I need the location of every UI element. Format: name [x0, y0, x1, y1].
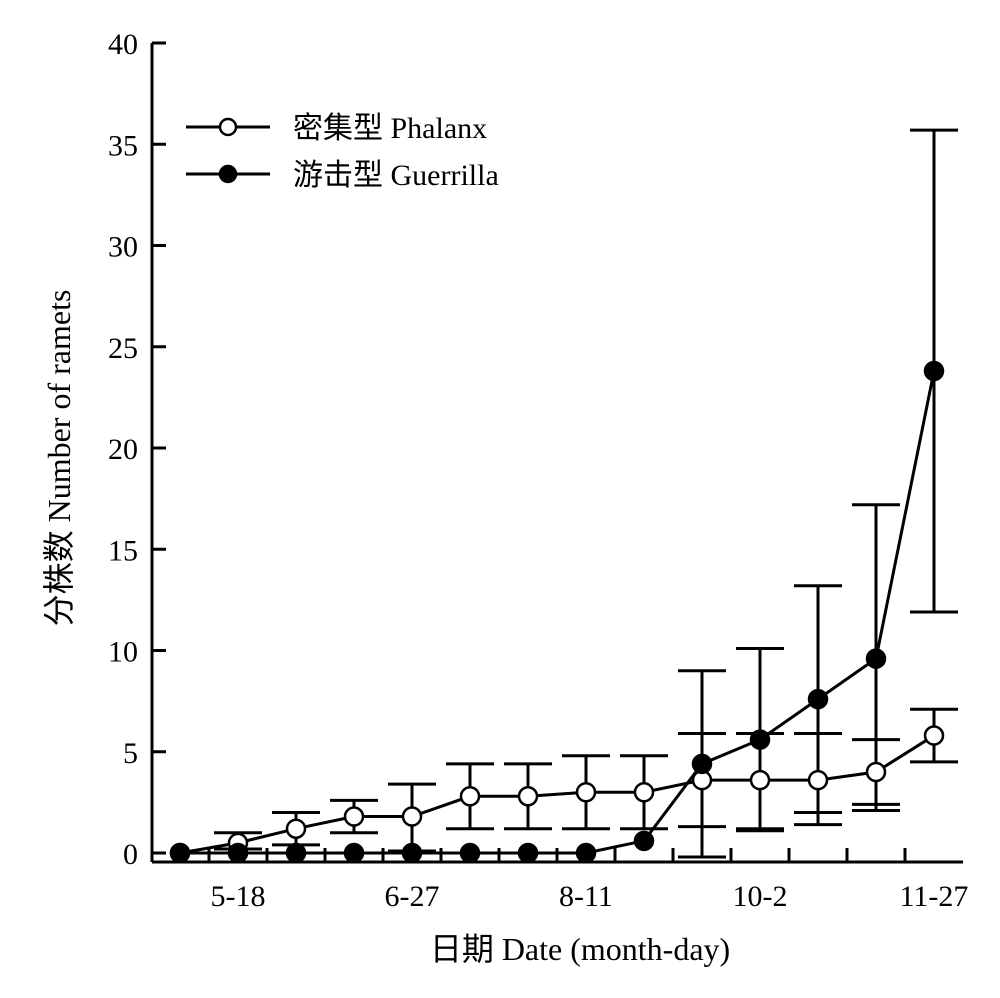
x-tick-label: 10-2 [733, 880, 788, 913]
data-point [343, 842, 365, 864]
x-tick-label: 11-27 [900, 880, 969, 913]
data-point [923, 725, 945, 746]
data-point [575, 842, 597, 864]
x-axis-title: 日期 Date (month-day) [430, 931, 730, 967]
data-point [691, 753, 713, 775]
y-tick-label: 35 [108, 129, 138, 162]
data-point [227, 842, 249, 864]
data-point [459, 842, 481, 864]
legend-label: 密集型 Phalanx [293, 112, 487, 145]
data-point [575, 782, 597, 803]
y-axis-title: 分株数 Number of ramets [41, 290, 77, 627]
y-tick-label: 15 [108, 534, 138, 567]
x-tick-label: 5-18 [211, 880, 266, 913]
y-tick-label: 20 [108, 433, 138, 466]
y-tick-label: 25 [108, 332, 138, 365]
data-point [633, 782, 655, 803]
y-tick-label: 10 [108, 636, 138, 669]
data-point [807, 688, 829, 710]
axes [150, 41, 963, 864]
y-tick-label: 30 [108, 231, 138, 264]
legend-marker [218, 164, 238, 184]
data-point [865, 761, 887, 783]
data-point [807, 769, 829, 791]
error-bars [214, 128, 958, 859]
data-point [401, 842, 423, 864]
data-point [169, 842, 191, 864]
data-point [285, 842, 307, 864]
series-group [169, 360, 945, 864]
tick-labels: 0 5 10 15 20 25 30 35 40 5-18 6-27 8-11 10-2 11-27 [108, 28, 968, 913]
x-tick-label: 6-27 [385, 880, 440, 913]
data-point [517, 842, 539, 864]
data-point [865, 648, 887, 669]
legend-marker [218, 117, 238, 137]
legend-label: 游击型 Guerrilla [293, 159, 499, 192]
data-point [343, 806, 365, 827]
data-point [923, 360, 945, 382]
data-point [749, 729, 771, 750]
data-point [749, 769, 771, 791]
y-tick-label: 0 [123, 838, 138, 871]
x-tick-label: 8-11 [559, 880, 613, 913]
data-point [517, 786, 539, 807]
data-point [285, 818, 307, 839]
data-point [401, 806, 423, 827]
data-point [633, 830, 655, 852]
y-tick-label: 5 [123, 737, 138, 770]
legend: 密集型 Phalanx 游击型 Guerrilla [186, 112, 499, 192]
y-tick-label: 40 [108, 28, 138, 61]
data-point [459, 786, 481, 807]
